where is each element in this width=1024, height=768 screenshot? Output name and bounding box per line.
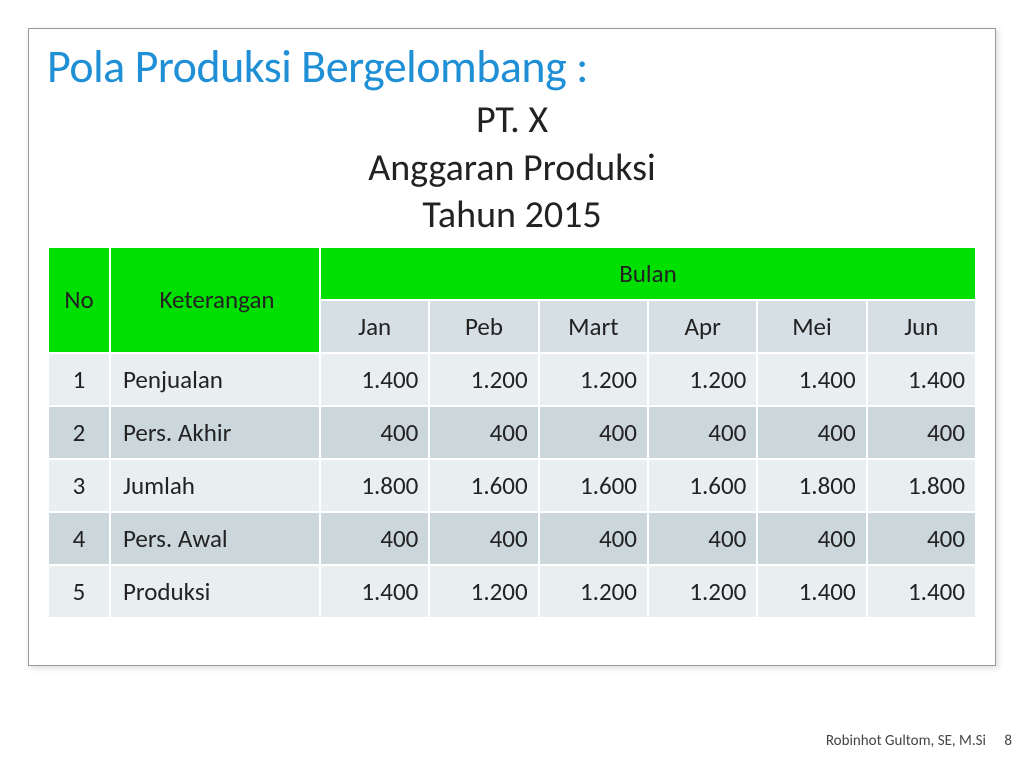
- cell-value: 400: [648, 512, 757, 565]
- slide-frame: Pola Produksi Bergelombang : PT. X Angga…: [28, 28, 996, 666]
- table-body: 1Penjualan1.4001.2001.2001.2001.4001.400…: [48, 353, 976, 618]
- slide-title: Pola Produksi Bergelombang :: [47, 39, 977, 95]
- col-header-bulan: Bulan: [320, 247, 976, 300]
- cell-value: 1.200: [648, 565, 757, 618]
- subtitle-line2: Anggaran Produksi: [368, 145, 656, 191]
- cell-value: 1.200: [539, 353, 648, 406]
- col-header-keterangan: Keterangan: [110, 247, 320, 353]
- table-row: 3Jumlah1.8001.6001.6001.6001.8001.800: [48, 459, 976, 512]
- month-apr: Apr: [648, 300, 757, 353]
- cell-no: 2: [48, 406, 110, 459]
- month-mart: Mart: [539, 300, 648, 353]
- table-row: 1Penjualan1.4001.2001.2001.2001.4001.400: [48, 353, 976, 406]
- month-peb: Peb: [429, 300, 538, 353]
- cell-value: 400: [429, 512, 538, 565]
- cell-value: 400: [867, 512, 976, 565]
- cell-value: 1.200: [648, 353, 757, 406]
- cell-no: 4: [48, 512, 110, 565]
- cell-value: 1.800: [320, 459, 429, 512]
- cell-value: 400: [648, 406, 757, 459]
- cell-value: 1.600: [648, 459, 757, 512]
- subtitle-line1: PT. X: [476, 97, 548, 143]
- cell-value: 1.400: [867, 565, 976, 618]
- cell-value: 1.400: [320, 565, 429, 618]
- cell-value: 1.200: [429, 565, 538, 618]
- cell-value: 400: [757, 406, 866, 459]
- cell-no: 3: [48, 459, 110, 512]
- month-jun: Jun: [867, 300, 976, 353]
- cell-value: 1.400: [320, 353, 429, 406]
- cell-value: 1.600: [539, 459, 648, 512]
- cell-value: 1.400: [757, 565, 866, 618]
- cell-value: 1.400: [867, 353, 976, 406]
- cell-value: 1.800: [757, 459, 866, 512]
- cell-value: 400: [320, 406, 429, 459]
- cell-value: 1.200: [539, 565, 648, 618]
- cell-no: 5: [48, 565, 110, 618]
- cell-value: 400: [429, 406, 538, 459]
- production-table: No Keterangan Bulan Jan Peb Mart Apr Mei…: [47, 246, 977, 619]
- cell-value: 1.200: [429, 353, 538, 406]
- cell-value: 400: [539, 406, 648, 459]
- cell-no: 1: [48, 353, 110, 406]
- month-mei: Mei: [757, 300, 866, 353]
- table-row: 5Produksi1.4001.2001.2001.2001.4001.400: [48, 565, 976, 618]
- cell-value: 400: [757, 512, 866, 565]
- cell-keterangan: Jumlah: [110, 459, 320, 512]
- subtitle-line3: Tahun 2015: [422, 192, 601, 238]
- cell-value: 1.600: [429, 459, 538, 512]
- cell-keterangan: Produksi: [110, 565, 320, 618]
- cell-value: 400: [539, 512, 648, 565]
- cell-value: 400: [320, 512, 429, 565]
- page-number: 8: [1004, 732, 1012, 750]
- cell-keterangan: Pers. Akhir: [110, 406, 320, 459]
- month-jan: Jan: [320, 300, 429, 353]
- cell-keterangan: Penjualan: [110, 353, 320, 406]
- table-row: 2Pers. Akhir400400400400400400: [48, 406, 976, 459]
- footer-author: Robinhot Gultom, SE, M.Si: [826, 732, 986, 750]
- cell-value: 1.800: [867, 459, 976, 512]
- slide-subtitle: PT. X Anggaran Produksi Tahun 2015: [47, 97, 977, 240]
- col-header-no: No: [48, 247, 110, 353]
- table-row: 4Pers. Awal400400400400400400: [48, 512, 976, 565]
- cell-keterangan: Pers. Awal: [110, 512, 320, 565]
- cell-value: 1.400: [757, 353, 866, 406]
- cell-value: 400: [867, 406, 976, 459]
